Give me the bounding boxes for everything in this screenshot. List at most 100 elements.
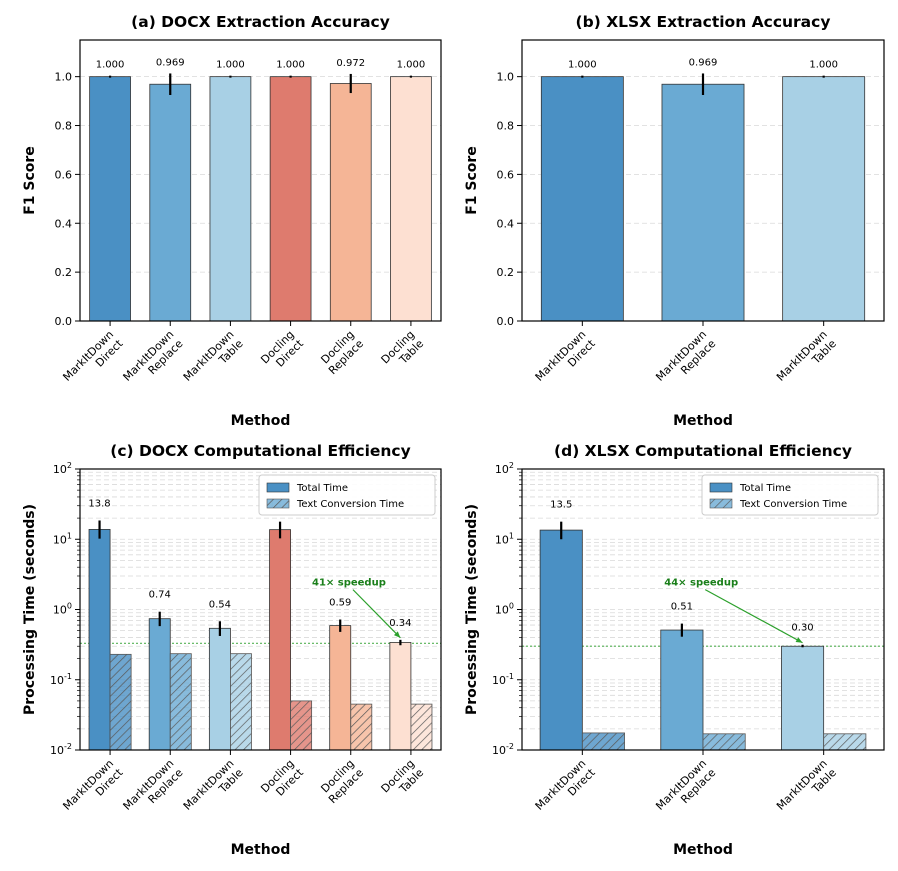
x-tick-label: DoclingReplace xyxy=(317,328,366,377)
bar-total-time xyxy=(329,625,352,751)
bar-text-conversion-hatch xyxy=(290,700,313,751)
y-tick-exponent: 2 xyxy=(67,461,72,470)
bar-total-time xyxy=(208,627,231,751)
y-tick-exponent: 2 xyxy=(509,461,514,470)
y-tick-label: 101 xyxy=(53,531,72,546)
y-axis-label: Processing Time (seconds) xyxy=(464,504,480,715)
y-tick-label: 0.4 xyxy=(55,217,73,230)
value-label: 0.969 xyxy=(156,57,185,68)
x-tick-label: DoclingReplace xyxy=(317,757,366,806)
y-tick-base: 10 xyxy=(53,604,67,617)
y-tick-label: 0.6 xyxy=(55,168,73,181)
y-tick-base: 10 xyxy=(53,463,67,476)
x-tick-label: MarkItDownTable xyxy=(181,328,246,393)
value-label: 0.30 xyxy=(791,623,813,634)
panel-c-docx-efficiency: 10-210-110010110213.80.740.5413.70.590.3… xyxy=(22,442,442,858)
y-tick-label: 101 xyxy=(495,531,514,546)
y-tick-label: 0.2 xyxy=(497,266,515,279)
x-tick-label: MarkItDownReplace xyxy=(121,328,186,393)
value-label: 0.34 xyxy=(389,618,411,629)
bar-text-conversion-hatch xyxy=(109,653,132,751)
plot-frame xyxy=(79,468,442,751)
y-tick-label: 100 xyxy=(495,602,514,617)
chart-title: (d) XLSX Computational Efficiency xyxy=(554,442,852,460)
bar xyxy=(661,83,745,322)
x-tick-label: MarkItDownDirect xyxy=(533,756,598,821)
x-tick-label: MarkItDownDirect xyxy=(60,327,125,392)
legend-swatch-total-time xyxy=(266,482,290,493)
y-tick-label: 0.6 xyxy=(497,168,515,181)
x-tick-label: MarkItDownTable xyxy=(181,757,246,822)
y-axis-label: F1 Score xyxy=(22,146,38,215)
plot-frame xyxy=(79,39,442,322)
y-tick-exponent: -2 xyxy=(506,742,514,751)
bar xyxy=(269,76,312,322)
value-label: 0.969 xyxy=(689,57,718,68)
y-tick-base: 10 xyxy=(50,674,64,687)
bar xyxy=(149,83,192,322)
y-tick-label: 10-2 xyxy=(492,742,514,757)
y-tick-base: 10 xyxy=(53,533,67,546)
bar-text-conversion-hatch xyxy=(581,732,625,751)
annotation-arrow xyxy=(352,589,401,639)
chart-title: (b) XLSX Extraction Accuracy xyxy=(576,13,831,31)
annotation-arrowhead xyxy=(393,631,401,638)
y-tick-label: 10-2 xyxy=(50,742,72,757)
bar-total-time xyxy=(88,529,111,751)
y-tick-exponent: -1 xyxy=(506,672,514,681)
speedup-annotation: 41× speedup xyxy=(312,578,386,589)
bar xyxy=(329,83,372,322)
y-tick-label: 0.4 xyxy=(497,217,515,230)
bar-text-conversion-hatch xyxy=(823,733,867,751)
x-tick-label: MarkItDownTable xyxy=(774,757,839,822)
y-tick-label: 10-1 xyxy=(492,672,514,687)
bar xyxy=(540,76,624,322)
bar-total-time xyxy=(389,642,412,751)
y-tick-label: 0.8 xyxy=(55,120,73,133)
bar-text-conversion-hatch xyxy=(702,733,746,751)
value-label: 1.000 xyxy=(568,60,597,71)
x-tick-label: MarkItDownTable xyxy=(774,328,839,393)
bar-text-conversion-hatch xyxy=(230,653,252,751)
chart-title: (c) DOCX Computational Efficiency xyxy=(110,442,410,460)
x-tick-label: MarkItDownDirect xyxy=(60,756,125,821)
y-tick-exponent: 0 xyxy=(67,602,72,611)
x-tick-label: MarkItDownReplace xyxy=(653,328,718,393)
x-axis-label: Method xyxy=(673,842,733,858)
legend-box xyxy=(258,474,436,516)
value-label: 0.59 xyxy=(329,598,351,609)
y-tick-exponent: -1 xyxy=(64,672,72,681)
x-axis-label: Method xyxy=(231,842,291,858)
y-tick-label: 0.0 xyxy=(55,315,73,328)
y-tick-exponent: 1 xyxy=(67,531,72,540)
y-tick-label: 0.0 xyxy=(497,315,515,328)
value-label: 0.54 xyxy=(209,599,231,610)
bar-total-time xyxy=(539,529,583,751)
legend-swatch-hatch xyxy=(709,498,733,509)
y-tick-base: 10 xyxy=(50,744,64,757)
y-tick-exponent: -2 xyxy=(64,742,72,751)
y-tick-exponent: 0 xyxy=(509,602,514,611)
y-tick-label: 0.8 xyxy=(497,120,515,133)
bar-total-time xyxy=(660,629,704,751)
x-axis-label: Method xyxy=(673,413,733,429)
bar-total-time xyxy=(269,529,291,751)
y-tick-label: 1.0 xyxy=(497,71,515,84)
y-tick-label: 102 xyxy=(53,461,72,476)
x-axis-label: Method xyxy=(231,413,291,429)
value-label: 1.000 xyxy=(216,60,245,71)
y-tick-exponent: 1 xyxy=(509,531,514,540)
value-label: 13.5 xyxy=(550,500,572,511)
value-label: 1.000 xyxy=(276,60,305,71)
value-label: 0.972 xyxy=(336,58,365,69)
legend-box xyxy=(701,474,879,516)
bar xyxy=(390,76,432,322)
y-tick-base: 10 xyxy=(495,533,509,546)
x-tick-label: DoclingDirect xyxy=(258,756,306,804)
y-tick-label: 100 xyxy=(53,602,72,617)
legend-label-total-time: Total Time xyxy=(739,483,791,494)
panel-b-xlsx-accuracy: 0.0 0.2 0.4 0.6 0.8 1.0 1.000 0.969 1.000 MarkItD… xyxy=(464,13,885,429)
value-label: 1.000 xyxy=(809,60,838,71)
